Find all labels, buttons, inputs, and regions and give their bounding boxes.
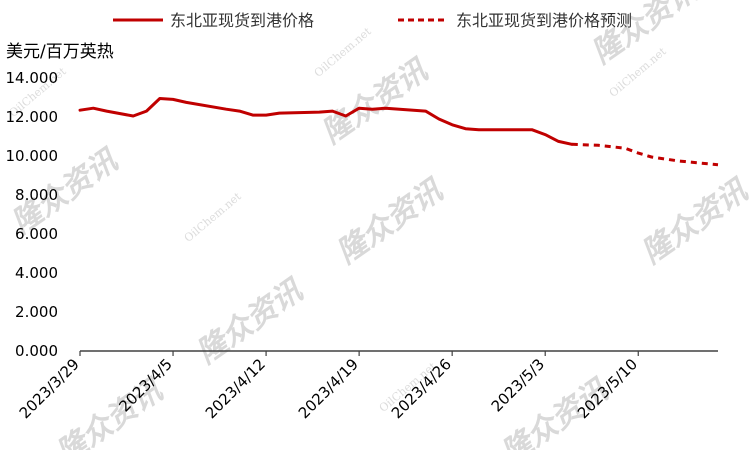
series-line-forecast — [571, 142, 719, 167]
y-tick-label: 2.000 — [15, 303, 58, 321]
x-tick-label: 2023/3/29 — [16, 355, 83, 422]
series-layer — [78, 97, 719, 167]
watermark-text: 隆众资讯 — [635, 172, 750, 271]
watermark-text: 隆众资讯 — [190, 272, 310, 371]
legend-label-actual: 东北亚现货到港价格 — [170, 11, 314, 30]
y-tick-label: 14.000 — [6, 69, 59, 87]
x-tick-label: 2023/5/3 — [488, 355, 548, 415]
y-axis-unit-label: 美元/百万英热 — [6, 42, 114, 62]
watermark-text: 隆众资讯 — [330, 172, 450, 271]
y-tick-label: 10.000 — [6, 147, 59, 165]
y-axis-ticks: 0.000 2.000 4.000 6.000 8.000 10.000 12.000 14.… — [6, 69, 59, 360]
y-tick-label: 12.000 — [6, 108, 59, 126]
watermark-text-en: OilChem.net — [182, 189, 244, 244]
watermark-text-en: OilChem.net — [312, 24, 374, 79]
y-tick-label: 6.000 — [15, 225, 58, 243]
x-tick-label: 2023/4/19 — [295, 355, 362, 422]
legend: 东北亚现货到港价格 东北亚现货到港价格预测 — [113, 11, 632, 30]
y-tick-label: 4.000 — [15, 264, 58, 282]
y-tick-label: 0.000 — [15, 342, 58, 360]
series-line-actual — [78, 97, 574, 146]
legend-label-forecast: 东北亚现货到港价格预测 — [456, 11, 632, 30]
y-tick-label: 8.000 — [15, 186, 58, 204]
